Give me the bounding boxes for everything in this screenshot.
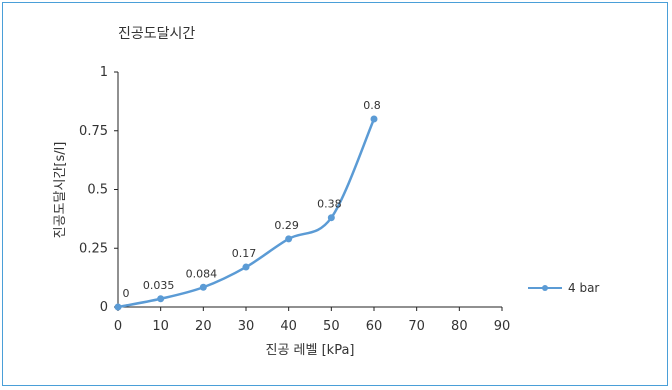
data-label: 0.29 bbox=[274, 219, 299, 232]
x-tick-label: 40 bbox=[280, 319, 297, 334]
x-tick-label: 80 bbox=[451, 319, 468, 334]
data-label: 0.8 bbox=[363, 99, 381, 112]
y-tick-label: 0.5 bbox=[87, 183, 108, 198]
data-point bbox=[370, 115, 378, 123]
data-point bbox=[157, 295, 165, 303]
data-point bbox=[199, 283, 207, 291]
data-point bbox=[285, 235, 293, 243]
y-tick-labels: 0 0.25 0.5 0.75 1 bbox=[79, 65, 108, 315]
data-label: 0.035 bbox=[143, 279, 175, 292]
legend-marker bbox=[542, 285, 548, 291]
x-tick-label: 20 bbox=[195, 319, 212, 334]
data-label: 0.17 bbox=[232, 247, 257, 260]
data-point bbox=[327, 214, 335, 222]
x-tick-label: 30 bbox=[238, 319, 255, 334]
x-tick-label: 50 bbox=[323, 319, 340, 334]
x-tick-label: 10 bbox=[152, 319, 169, 334]
data-label: 0.084 bbox=[186, 267, 218, 280]
x-tick-label: 0 bbox=[114, 319, 122, 334]
chart-title: 진공도달시간 bbox=[118, 26, 195, 42]
data-point bbox=[242, 263, 250, 271]
axes bbox=[114, 71, 503, 311]
x-tick-label: 90 bbox=[494, 319, 511, 334]
chart-frame bbox=[2, 2, 668, 386]
legend-label: 4 bar bbox=[568, 281, 599, 295]
y-tick-label: 0 bbox=[100, 300, 108, 315]
series-group: 0 0.035 0.084 0.17 0.29 0.38 0.8 bbox=[114, 99, 381, 311]
data-label: 0.38 bbox=[317, 198, 342, 211]
x-tick-labels: 0 10 20 30 40 50 60 70 80 90 bbox=[114, 319, 510, 334]
legend: 4 bar bbox=[528, 281, 599, 295]
x-tick-label: 60 bbox=[366, 319, 383, 334]
x-tick-label: 70 bbox=[408, 319, 425, 334]
x-axis-title: 진공 레벨 [kPa] bbox=[266, 343, 355, 358]
y-tick-label: 0.25 bbox=[79, 241, 108, 256]
y-axis-title: 진공도달시간[s/l] bbox=[53, 142, 68, 239]
data-label: 0 bbox=[123, 287, 130, 300]
data-point bbox=[114, 303, 122, 311]
y-tick-label: 0.75 bbox=[79, 124, 108, 139]
y-tick-label: 1 bbox=[100, 65, 108, 80]
